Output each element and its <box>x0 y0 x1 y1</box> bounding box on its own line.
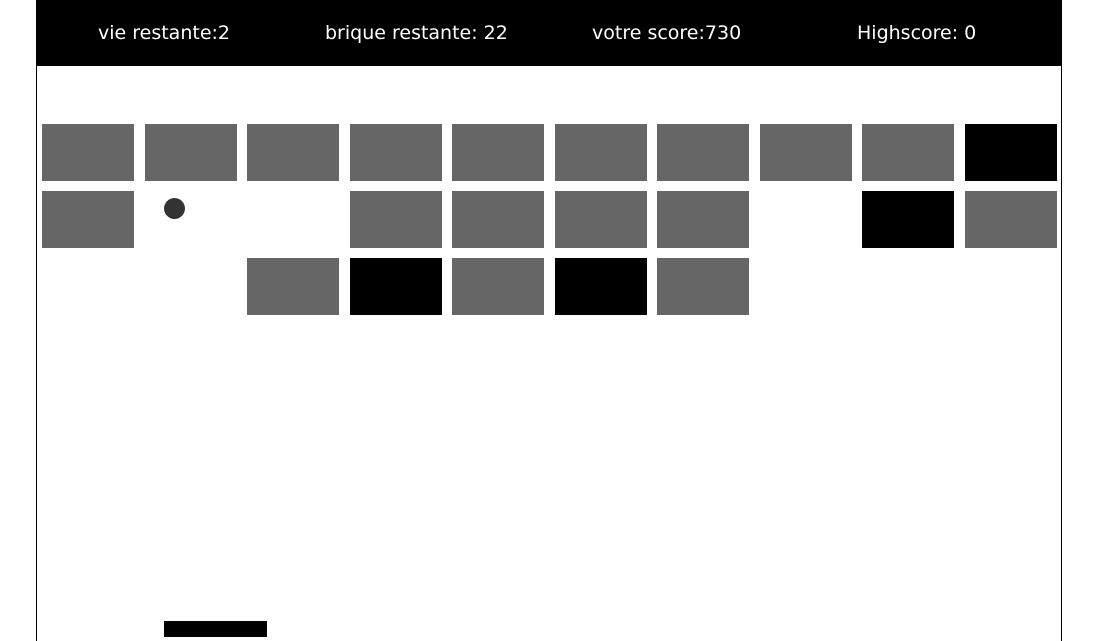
brick-hard <box>862 191 954 248</box>
brick <box>452 124 544 181</box>
brick <box>862 124 954 181</box>
brick-hard <box>350 258 442 315</box>
lives-remaining: vie restante:2 <box>98 22 230 44</box>
current-score: votre score:730 <box>592 22 742 44</box>
brick <box>965 191 1057 248</box>
brick <box>247 258 339 315</box>
brick <box>555 124 647 181</box>
brick <box>657 191 749 248</box>
brick <box>555 191 647 248</box>
brick <box>657 124 749 181</box>
hud-bar: vie restante:2 brique restante: 22 votre… <box>37 0 1061 66</box>
brick <box>350 124 442 181</box>
bricks-remaining: brique restante: 22 <box>325 22 508 44</box>
brick <box>145 124 237 181</box>
highscore: Highscore: 0 <box>857 22 977 44</box>
brick <box>247 124 339 181</box>
paddle[interactable] <box>164 621 267 637</box>
brick-hard <box>555 258 647 315</box>
brick <box>452 258 544 315</box>
brick <box>42 124 134 181</box>
brick <box>657 258 749 315</box>
brick <box>452 191 544 248</box>
brick <box>350 191 442 248</box>
ball <box>164 198 185 219</box>
game-board: vie restante:2 brique restante: 22 votre… <box>36 0 1062 641</box>
brick <box>42 191 134 248</box>
brick-hard <box>965 124 1057 181</box>
brick <box>760 124 852 181</box>
